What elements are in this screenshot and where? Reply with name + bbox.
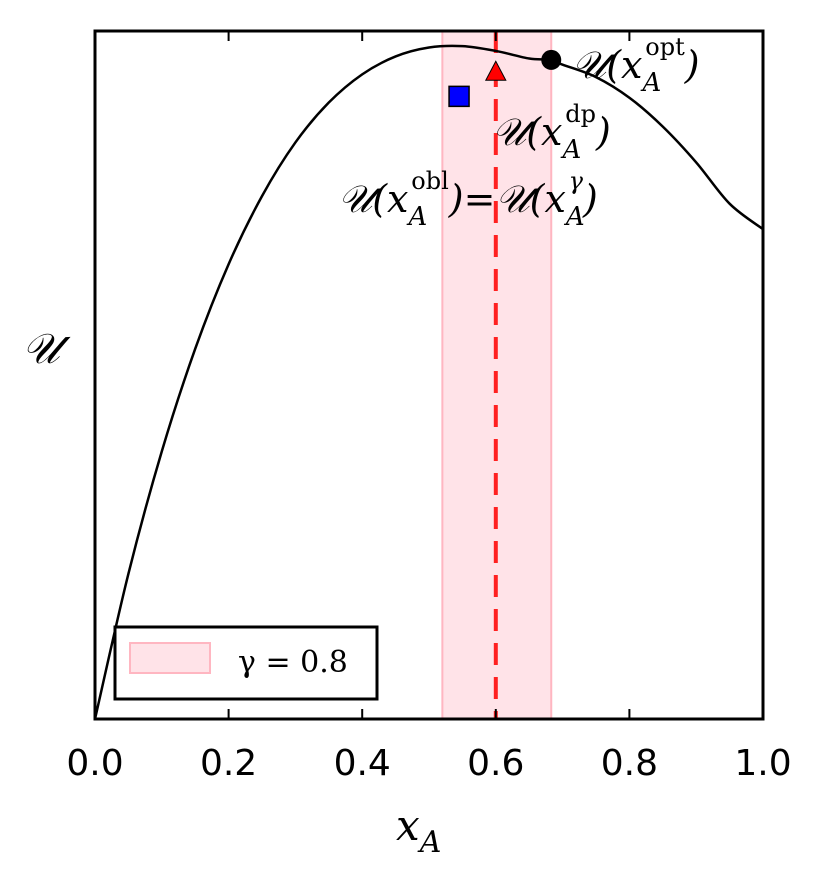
x-tick-label: 1.0: [734, 743, 791, 784]
annotation-obl-gamma: 𝒰(xAobl)=𝒰(xAγ): [338, 167, 598, 232]
x-axis-label: xA: [396, 801, 441, 860]
utility-curve: [93, 44, 764, 720]
annotation-dp: 𝒰(xAdp): [492, 100, 611, 165]
tick-layer: 0.0 0.2 0.4 0.6 0.8 1.0: [66, 31, 792, 784]
x-tick-label: 0.4: [334, 743, 391, 784]
marker-dp: [484, 60, 507, 81]
marker-obl: [448, 85, 470, 108]
x-tick-label: 0.6: [467, 743, 524, 784]
plot-frame: [93, 29, 765, 721]
legend-box: [113, 625, 379, 701]
marker-opt: [541, 49, 562, 70]
x-tick-label: 0.8: [601, 743, 658, 784]
x-tick-label: 0.2: [200, 743, 257, 784]
legend: γ = 0.8: [113, 625, 379, 701]
legend-swatch: [129, 642, 211, 674]
y-axis-label: 𝒰: [22, 324, 71, 373]
annotation-opt: 𝒰(xAopt): [572, 33, 700, 98]
marker-layer: [448, 49, 562, 108]
legend-label: γ = 0.8: [238, 645, 348, 680]
x-tick-label: 0.0: [66, 743, 123, 784]
